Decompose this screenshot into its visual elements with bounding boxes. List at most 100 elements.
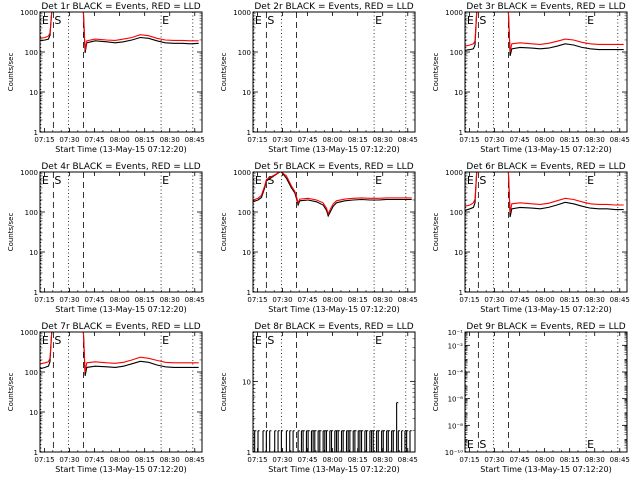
x-tick-label: 07:30 (59, 136, 79, 144)
y-tick-label: 1 (34, 289, 38, 297)
x-tick-label: 08:45 (398, 136, 418, 144)
y-tick-label: 1000 (445, 169, 463, 177)
y-tick-label: 10 (29, 89, 38, 97)
plot-frame (39, 11, 203, 133)
x-tick-label: 08:15 (348, 296, 368, 304)
x-tick-label: 08:30 (585, 296, 605, 304)
panel-title: Det 2r BLACK = Events, RED = LLD (254, 2, 413, 12)
x-tick-label: 07:45 (84, 136, 104, 144)
time-marker-label: E (162, 14, 169, 27)
x-tick-label: 08:15 (560, 136, 580, 144)
x-tick-label: 07:15 (247, 456, 267, 464)
time-marker-label: E (42, 334, 49, 347)
x-tick-label: 08:45 (185, 136, 205, 144)
x-tick-label: 08:00 (535, 296, 555, 304)
series-events (40, 332, 199, 377)
panel-det-7r: Det 7r BLACK = Events, RED = LLD Counts/s… (7, 322, 205, 474)
y-axis-label: Counts/sec (220, 53, 228, 92)
x-tick-label: 08:30 (160, 136, 180, 144)
y-tick-label: 1 (34, 449, 38, 457)
x-tick-label: 07:45 (297, 136, 317, 144)
x-tick-label: 08:00 (323, 456, 343, 464)
time-marker-label: E (162, 174, 169, 187)
time-marker-label: S (267, 14, 274, 27)
panel-title: Det 6r BLACK = Events, RED = LLD (466, 162, 625, 172)
plot-frame (39, 331, 203, 453)
x-tick-label: 07:30 (59, 456, 79, 464)
y-axis-label: Counts/sec (220, 213, 228, 252)
panel-det-1r: Det 1r BLACK = Events, RED = LLD Counts/s… (7, 2, 205, 154)
y-axis-label: Counts/sec (432, 53, 440, 92)
time-marker-label: S (267, 334, 274, 347)
x-tick-label: 08:00 (323, 296, 343, 304)
x-tick-label: 08:30 (585, 136, 605, 144)
y-tick-label: 1000 (20, 9, 38, 17)
x-tick-label: 07:45 (509, 296, 529, 304)
time-marker-label: S (479, 438, 486, 451)
y-tick-label: 10 (29, 249, 38, 257)
y-tick-label: 1 (34, 129, 38, 137)
x-axis-label: Start Time (13-May-15 07:12:20) (268, 305, 399, 314)
x-tick-label: 07:15 (459, 456, 479, 464)
x-tick-label: 07:30 (59, 296, 79, 304)
y-axis-label: Counts/sec (432, 373, 440, 412)
x-tick-label: 07:45 (84, 456, 104, 464)
x-tick-label: 08:15 (560, 456, 580, 464)
y-tick-label: 1 (247, 289, 251, 297)
x-axis-label: Start Time (13-May-15 07:12:20) (480, 465, 611, 474)
x-tick-label: 08:30 (585, 456, 605, 464)
time-marker-label: E (255, 334, 262, 347)
y-tick-label: 10⁻⁶ (448, 396, 464, 404)
series-events (465, 172, 624, 218)
x-tick-label: 07:30 (484, 136, 504, 144)
series-lld (253, 172, 412, 216)
series-lld (465, 172, 624, 214)
panel-title: Det 3r BLACK = Events, RED = LLD (466, 2, 625, 12)
y-tick-label: 1000 (233, 9, 251, 17)
x-tick-label: 08:30 (373, 136, 393, 144)
x-tick-label: 07:15 (34, 456, 54, 464)
series-events (253, 402, 412, 452)
y-tick-label: 1 (247, 129, 251, 137)
x-tick-label: 07:15 (34, 296, 54, 304)
time-marker-label: S (267, 174, 274, 187)
plot-frame (464, 331, 628, 453)
x-tick-label: 08:15 (135, 136, 155, 144)
x-tick-label: 07:45 (297, 456, 317, 464)
time-marker-label: E (467, 174, 474, 187)
series-lld (465, 12, 624, 53)
panel-det-8r: Det 8r BLACK = Events, RED = LLD Counts/s… (220, 322, 418, 474)
series-events (40, 12, 199, 53)
y-tick-label: 10⁻⁸ (448, 422, 464, 430)
y-tick-label: 10⁻¹⁰ (445, 449, 463, 457)
x-tick-label: 08:45 (185, 456, 205, 464)
x-tick-label: 08:00 (535, 456, 555, 464)
x-axis-label: Start Time (13-May-15 07:12:20) (480, 145, 611, 154)
y-tick-label: 1000 (20, 169, 38, 177)
time-marker-label: E (255, 174, 262, 187)
time-marker-label: E (587, 438, 594, 451)
time-marker-label: E (42, 174, 49, 187)
y-tick-label: 1000 (233, 169, 251, 177)
panel-title: Det 5r BLACK = Events, RED = LLD (254, 162, 413, 172)
x-tick-label: 08:30 (373, 456, 393, 464)
panel-title: Det 4r BLACK = Events, RED = LLD (41, 162, 200, 172)
x-axis-label: Start Time (13-May-15 07:12:20) (55, 465, 186, 474)
time-marker-label: S (54, 14, 61, 27)
time-marker-label: E (375, 174, 382, 187)
x-tick-label: 07:15 (34, 136, 54, 144)
plot-frame (252, 331, 416, 453)
y-axis-label: Counts/sec (432, 213, 440, 252)
y-tick-label: 100 (450, 49, 463, 57)
time-marker-label: S (479, 174, 486, 187)
y-tick-label: 100 (450, 209, 463, 217)
time-marker-label: E (375, 334, 382, 347)
x-tick-label: 08:00 (535, 136, 555, 144)
plot-frame (252, 11, 416, 133)
x-axis-label: Start Time (13-May-15 07:12:20) (268, 145, 399, 154)
y-axis-label: Counts/sec (7, 53, 15, 92)
series-lld (40, 12, 199, 51)
y-tick-label: 10⁻¹ (448, 329, 464, 337)
panel-title: Det 8r BLACK = Events, RED = LLD (254, 322, 413, 332)
